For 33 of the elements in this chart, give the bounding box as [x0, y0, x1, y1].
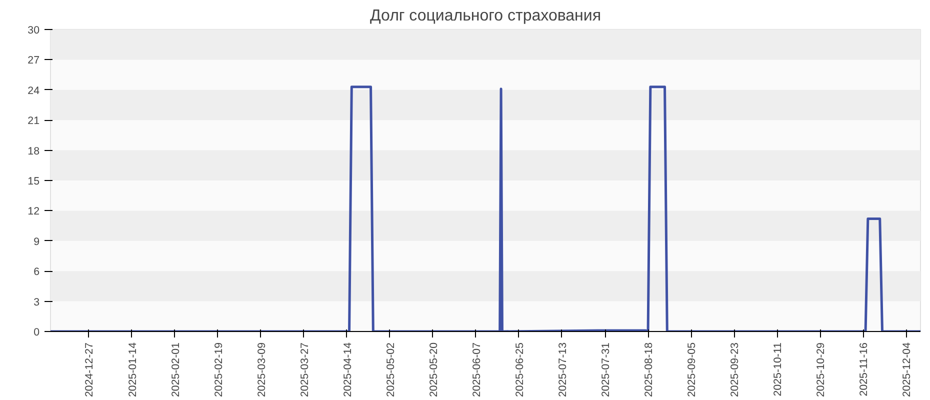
y-tick-label: 12: [28, 206, 40, 218]
x-tick-label: 2025-06-07: [470, 342, 483, 398]
y-tick-label: 0: [34, 326, 40, 338]
x-tick-label: 2025-03-27: [298, 342, 311, 398]
x-tick-label: 2025-05-20: [428, 342, 440, 398]
y-tick-label: 30: [28, 24, 40, 36]
x-tick-label: 2025-04-14: [342, 342, 354, 398]
y-tick-label: 15: [28, 176, 40, 188]
x-tick-label: 2025-02-01: [170, 342, 182, 398]
chart-title: Долг социального страхования: [370, 8, 602, 24]
x-tick-label: 2025-03-09: [256, 342, 268, 398]
x-tick-label: 2025-07-13: [556, 342, 569, 398]
x-tick-label: 2025-01-14: [126, 342, 139, 398]
y-tick-label: 18: [28, 145, 40, 158]
x-tick-label: 2025-11-16: [858, 342, 870, 396]
x-tick-label: 2025-06-25: [514, 342, 526, 398]
x-tick-label: 2025-10-11: [772, 342, 784, 396]
y-tick-label: 24: [28, 84, 40, 97]
y-tick-label: 3: [34, 296, 40, 308]
line-series: [50, 86, 920, 332]
x-tick-label: 2025-08-18: [643, 342, 656, 398]
x-tick-label: 2025-10-29: [815, 342, 828, 398]
y-tick-label: 21: [28, 115, 40, 128]
x-tick-label: 2025-09-05: [686, 342, 698, 398]
x-tick-label: 2025-09-23: [729, 342, 742, 398]
x-tick-label: 2024-12-27: [84, 342, 96, 398]
x-tick-label: 2025-02-19: [212, 342, 225, 398]
x-tick-label: 2025-12-04: [901, 342, 914, 398]
y-tick-label: 9: [34, 236, 40, 248]
x-tick-label: 2025-05-02: [384, 342, 397, 398]
y-tick-label: 6: [34, 266, 40, 278]
x-tick-label: 2025-07-31: [600, 342, 612, 398]
y-tick-label: 27: [28, 54, 40, 67]
